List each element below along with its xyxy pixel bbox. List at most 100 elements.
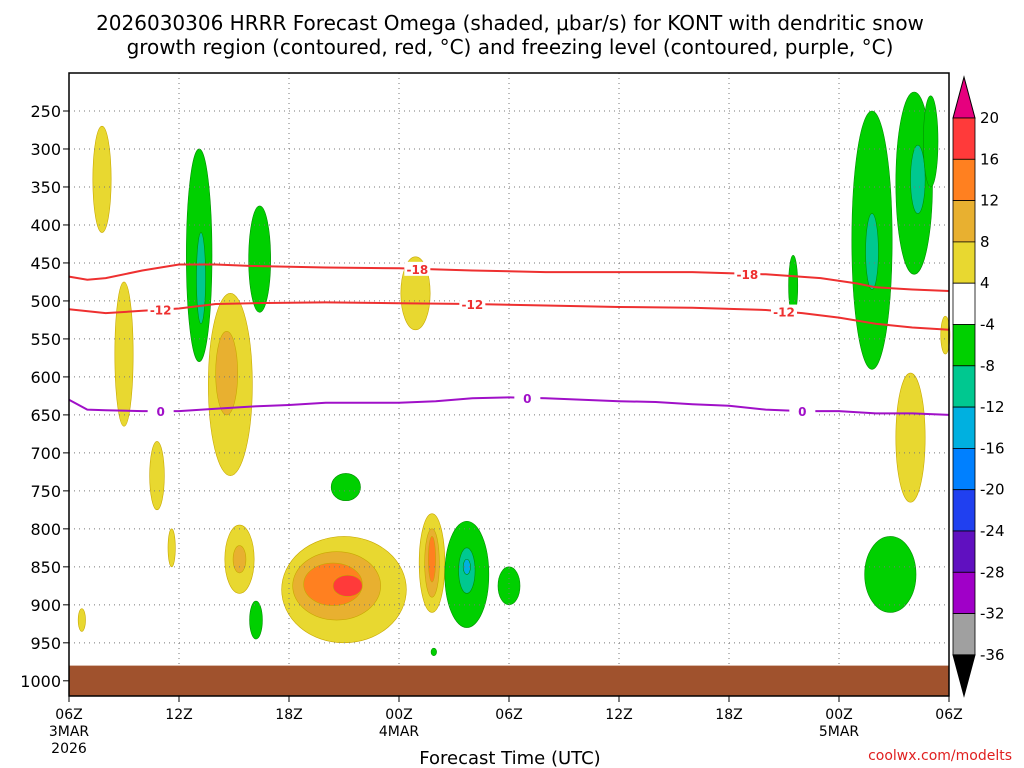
colorbar-label: -36 [980,646,1005,664]
y-tick-label: 250 [30,102,61,121]
colorbar-band [952,489,976,532]
colorbar-label: 8 [980,233,990,251]
y-tick-label: 650 [30,406,61,425]
y-tick-label: 850 [30,558,61,577]
y-tick-label: 1000 [20,672,61,691]
x-tick-date: 4MAR [379,724,420,740]
y-tick-label: 700 [30,444,61,463]
y-tick-label: 950 [30,634,61,653]
colorbar-band [952,447,976,491]
colorbar-label: -8 [980,357,995,375]
omega-area-neg4 [864,536,917,613]
omega-area-neg12 [462,558,471,575]
contour-label: -12 [773,306,795,320]
y-tick-label: 350 [30,178,61,197]
y-tick-label: 600 [30,368,61,387]
y-tick-label: 400 [30,216,61,235]
omega-area-pos4 [92,125,112,233]
colorbar-label: -32 [980,605,1005,623]
x-tick-year: 2026 [51,741,87,757]
y-tick-label: 500 [30,292,61,311]
x-tick-date: 5MAR [819,724,860,740]
colorbar-label: -16 [980,439,1005,457]
plot-area: -18 -18 -12 -12 -12 0 0 0 [68,72,951,697]
colorbar-band [952,158,976,202]
ground-terrain [69,665,949,696]
omega-area-neg4 [330,473,361,502]
colorbar-band [952,613,976,656]
contour-label: -12 [461,298,483,312]
contour-label-bg [771,304,797,319]
contour-lines: -18 -18 -12 -12 -12 0 0 0 [68,261,950,419]
x-tick-label: 12Z [165,707,192,723]
y-tick-label: 750 [30,482,61,501]
colorbar-band [952,365,976,408]
x-tick-label: 06Z [55,707,82,723]
contour-label-bg [514,390,541,405]
chart-title-line1: 2026030306 HRRR Forecast Omega (shaded, … [96,11,924,35]
x-tick-label: 18Z [275,707,302,723]
y-tick-label: 450 [30,254,61,273]
colorbar-band [952,200,976,243]
x-tick-label: 12Z [605,707,632,723]
omega-area-pos4 [149,441,165,511]
omega-area-neg4 [430,647,437,657]
credit-text[interactable]: coolwx.com/modelts [868,748,1012,764]
contour-label: -18 [736,268,758,282]
contour-label-bg [789,404,816,419]
contour-label-bg [734,266,761,281]
omega-area-pos12 [428,536,436,583]
omega-area-neg8 [865,213,879,290]
omega-area-pos16 [332,574,363,597]
colorbar-label: -4 [980,316,995,334]
colorbar-band [952,241,976,284]
contour-label: 0 [523,392,531,406]
contour-minus18 [68,263,950,292]
colorbar-label: -28 [980,563,1005,581]
contour-label: -18 [406,263,428,277]
x-tick-label: 18Z [715,707,742,723]
colorbar-band [952,324,976,367]
colorbar-cap-bottom [952,654,976,698]
contour-label-bg [459,296,486,311]
contour-label-bg [147,404,174,419]
x-tick-label: 06Z [935,707,962,723]
chart-title-line2: growth region (contoured, red, °C) and f… [127,35,894,59]
omega-area-pos8 [232,545,247,574]
colorbar-label: -12 [980,398,1005,416]
colorbar-label: 12 [980,192,999,210]
y-tick-label: 550 [30,330,61,349]
omega-area-pos4 [77,608,86,632]
x-axis-label: Forecast Time (UTC) [419,748,600,768]
colorbar-band [952,530,976,573]
colorbar-label: 16 [980,150,999,168]
contour-label: 0 [798,405,806,419]
colorbar-band [952,282,976,325]
colorbar-label: 20 [980,109,999,127]
contour-label-bg [147,302,174,317]
x-tick-label: 00Z [385,707,412,723]
x-tick-label: 00Z [825,707,852,723]
omega-area-pos4 [895,372,926,503]
omega-area-pos8 [215,331,238,416]
y-tick-label: 800 [30,520,61,539]
colorbar-band [952,117,976,160]
colorbar: 20 16 12 8 4 -4 -8 -12 -16 -20 -24 -28 -32 -36 [952,75,1005,698]
colorbar-label: 4 [980,274,990,292]
y-tick-label: 900 [30,596,61,615]
x-tick-date: 3MAR [49,724,90,740]
contour-label-bg [404,261,431,276]
omega-area-neg4 [497,566,521,606]
contour-label: -12 [150,304,172,318]
omega-area-neg4 [923,95,939,188]
omega-area-neg8 [196,232,206,325]
colorbar-band [952,571,976,614]
omega-area-pos4 [940,315,951,355]
omega-area-neg4 [248,205,271,313]
y-tick-label: 300 [30,140,61,159]
x-tick-label: 06Z [495,707,522,723]
y-axis: 250 300 350 400 450 500 550 600 650 700 750 800 850 9… [20,102,69,691]
colorbar-cap-top [952,75,976,119]
